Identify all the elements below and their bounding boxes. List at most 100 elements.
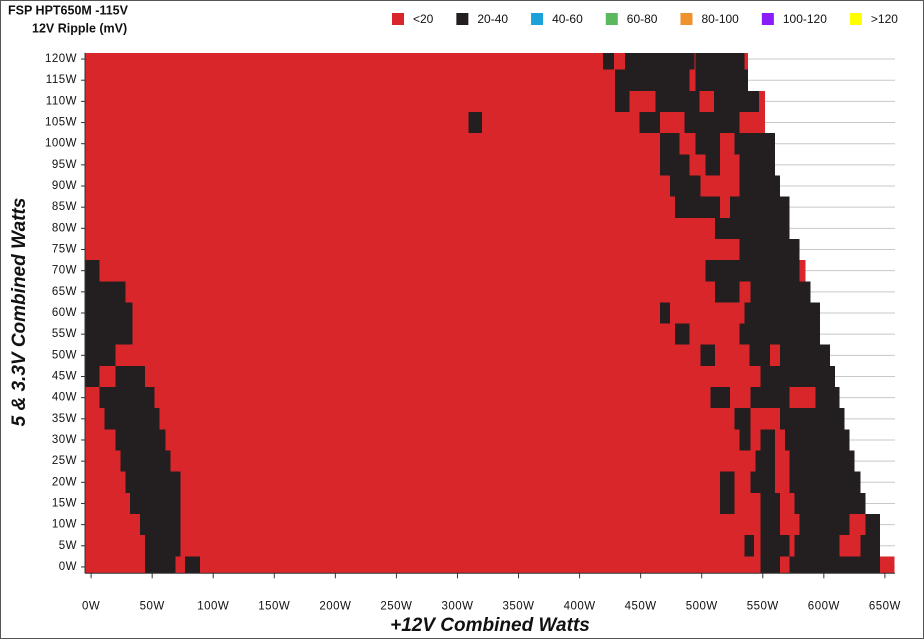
heatmap-cell xyxy=(85,111,766,134)
y-tick-label: 115W xyxy=(46,74,77,86)
legend-label: 40-60 xyxy=(552,12,583,26)
y-tick-label: 80W xyxy=(52,222,77,234)
heatmap-cell xyxy=(85,471,861,493)
heatmap-cell xyxy=(734,408,751,430)
heatmap-cell xyxy=(639,111,661,134)
heatmap-cell xyxy=(120,450,171,472)
heatmap-cell xyxy=(115,365,145,388)
y-tick-label: 10W xyxy=(52,519,77,531)
heatmap-cell xyxy=(85,429,850,451)
legend-swatch xyxy=(680,13,693,25)
heatmap-cell xyxy=(85,90,766,112)
heatmap-cell xyxy=(85,154,775,176)
heatmap-cell xyxy=(744,535,755,557)
y-tick-label: 35W xyxy=(52,413,77,425)
heatmap-cell xyxy=(739,154,775,176)
heatmap-cell xyxy=(85,196,790,218)
heatmap-cell xyxy=(85,387,840,409)
heatmap-cell xyxy=(789,556,881,573)
y-tick-label: 45W xyxy=(52,371,77,383)
heatmap-cell xyxy=(85,175,780,197)
y-axis-label: 5 & 3.3V Combined Watts xyxy=(9,198,30,427)
heatmap-cell xyxy=(739,175,780,197)
heatmap-cell xyxy=(139,514,181,536)
y-tick-label: 0W xyxy=(59,561,77,573)
axes: 0W 5W 10W 15W 20W 25W 30W 35W 40W 45W 50W 55W 60W 65W… xyxy=(45,52,901,612)
y-tick-label: 120W xyxy=(45,53,77,65)
heatmap xyxy=(85,53,895,573)
y-tick-label: 55W xyxy=(52,328,77,340)
heatmap-cell xyxy=(85,69,749,91)
x-tick-label: 450W xyxy=(625,600,657,612)
heatmap-cell xyxy=(760,514,780,536)
heatmap-cell xyxy=(760,535,790,557)
legend: <20 20-40 40-60 60-80 80-100 100-120 >120 xyxy=(392,12,898,26)
heatmap-cell xyxy=(660,154,690,176)
heatmap-cell xyxy=(760,365,835,388)
heatmap-cell xyxy=(85,365,835,388)
x-tick-label: 50W xyxy=(140,600,165,612)
y-tick-label: 25W xyxy=(52,455,77,467)
heatmap-cell xyxy=(815,387,840,409)
x-tick-label: 250W xyxy=(380,600,412,612)
legend-swatch xyxy=(531,13,544,25)
chart-title: FSP HPT650M -115V xyxy=(8,3,129,17)
heatmap-cell xyxy=(624,53,695,70)
y-tick-label: 90W xyxy=(52,180,77,192)
x-tick-label: 650W xyxy=(869,600,901,612)
heatmap-cell xyxy=(705,154,721,176)
heatmap-cell xyxy=(85,344,830,366)
heatmap-cell xyxy=(710,387,730,409)
heatmap-cell xyxy=(144,535,181,557)
legend-label: 80-100 xyxy=(701,12,739,26)
legend-label: 20-40 xyxy=(477,12,508,26)
legend-swatch xyxy=(392,13,404,25)
heatmap-cell xyxy=(779,344,830,366)
y-tick-label: 70W xyxy=(52,265,77,277)
legend-label: <20 xyxy=(413,12,434,26)
heatmap-cell xyxy=(700,344,716,366)
heatmap-cell xyxy=(720,492,735,515)
heatmap-cell xyxy=(85,53,749,70)
heatmap-cell xyxy=(860,535,881,557)
legend-swatch xyxy=(761,13,774,25)
y-tick-label: 110W xyxy=(46,95,77,107)
heatmap-cell xyxy=(130,492,181,515)
legend-label: >120 xyxy=(871,12,898,26)
legend-label: 100-120 xyxy=(783,12,827,26)
heatmap-cell xyxy=(85,535,881,557)
y-tick-label: 100W xyxy=(45,138,77,150)
heatmap-cell xyxy=(85,281,811,303)
legend-swatch xyxy=(849,13,862,25)
y-tick-label: 65W xyxy=(52,286,77,298)
heatmap-cell xyxy=(669,175,701,197)
heatmap-cell xyxy=(794,535,840,557)
heatmap-cell xyxy=(695,69,749,91)
heatmap-cell xyxy=(85,450,855,472)
heatmap-cell xyxy=(750,387,790,409)
y-tick-label: 40W xyxy=(52,392,77,404)
heatmap-cell xyxy=(695,53,745,70)
x-tick-label: 300W xyxy=(441,600,473,612)
heatmap-cell xyxy=(85,133,775,155)
heatmap-cell xyxy=(85,556,895,573)
heatmap-cell xyxy=(660,302,670,324)
x-tick-label: 150W xyxy=(258,600,290,612)
heatmap-cell xyxy=(85,408,845,430)
heatmap-cell xyxy=(760,492,780,515)
y-tick-label: 75W xyxy=(52,244,77,256)
heatmap-cell xyxy=(760,429,775,451)
heatmap-cell xyxy=(779,408,845,430)
heatmap-cell xyxy=(865,514,881,536)
heatmap-cell xyxy=(99,387,155,409)
heatmap-cell xyxy=(615,90,630,112)
heatmap-cell xyxy=(85,238,800,261)
heatmap-cell xyxy=(715,281,740,303)
heatmap-cell xyxy=(674,196,721,218)
chart-subtitle: 12V Ripple (mV) xyxy=(32,21,127,35)
heatmap-cell xyxy=(749,344,771,366)
y-tick-label: 30W xyxy=(52,434,77,446)
heatmap-cell xyxy=(85,514,881,536)
heatmap-cell xyxy=(85,323,821,345)
